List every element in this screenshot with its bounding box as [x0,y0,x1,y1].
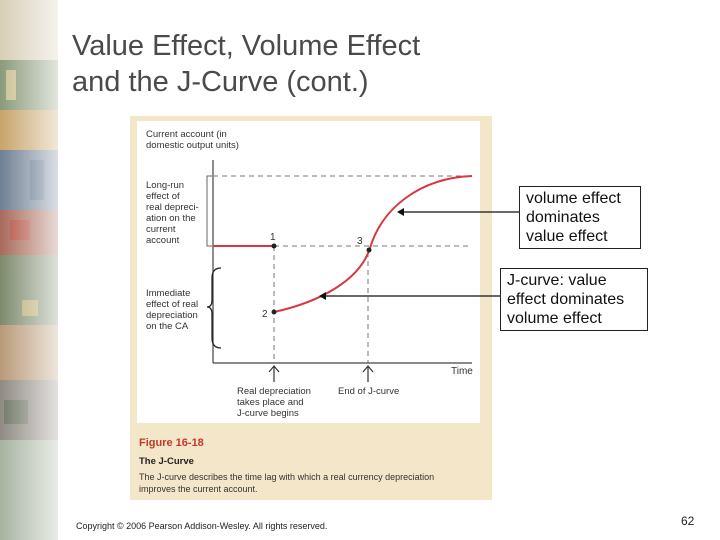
y-axis-label-line-1: Current account (in [146,129,227,140]
immediate-label-line-2: effect of real [146,299,198,310]
immediate-label-line-1: Immediate [146,288,190,299]
long-run-label-line-1: Long-run [146,180,184,191]
point-2 [271,309,277,315]
title-line-2: and the J-Curve (cont.) [72,66,369,98]
immediate-label-line-3: depreciation [146,310,198,321]
long-run-label-line-3: real depreci- [146,202,199,213]
immediate-label-line-4: on the CA [146,321,189,332]
end-of-jcurve-arrow [362,365,374,382]
point-2-label: 2 [262,309,268,320]
y-axis-label-line-2: domestic output units) [146,140,239,151]
real-depreciation-label-line-2: takes place and [237,397,304,408]
point-1-label: 1 [270,232,276,243]
jcurve-callout-line-1: J-curve: value [507,272,607,289]
figure-number: Figure 16-18 [139,437,204,449]
slide-title: Value Effect, Volume Effect and the J-Cu… [72,28,672,100]
caption-line-2: improves the current account. [139,484,258,494]
title-line-1: Value Effect, Volume Effect [72,30,421,62]
immediate-effect-bracket [206,267,222,349]
long-run-label-line-4: ation on the [146,213,196,224]
caption-line-1: The J-curve describes the time lag with … [139,472,434,482]
volume-callout-arrowhead [397,208,404,216]
real-depreciation-arrow [268,365,280,382]
page-number: 62 [681,514,695,528]
point-1 [271,243,277,249]
plot-area-background [137,121,480,423]
long-run-bracket [206,175,212,247]
end-of-jcurve-label: End of J-curve [338,386,399,397]
jcurve-callout: J-curve: value effect dominates volume e… [500,268,648,331]
real-depreciation-label-line-1: Real depreciation [237,386,311,397]
jcurve-callout-line-2: effect dominates [507,291,625,308]
point-3-label: 3 [357,236,363,247]
long-run-label-line-6: account [146,235,180,246]
volume-callout-line-2: dominates [526,209,600,226]
jcurve-callout-arrowhead [319,292,326,300]
point-3 [366,247,372,253]
jcurve-callout-line-3: volume effect [507,310,602,327]
j-curve-line [273,175,473,313]
volume-effect-callout: volume effect dominates value effect [519,186,641,249]
long-run-label-line-5: current [146,224,176,235]
decorative-photo-strip [0,0,58,540]
x-axis-label: Time [451,366,473,377]
volume-callout-line-1: volume effect [526,190,621,207]
long-run-label-line-2: effect of [146,191,180,202]
volume-callout-line-3: value effect [526,228,608,245]
copyright-notice: Copyright © 2006 Pearson Addison-Wesley.… [76,521,328,531]
real-depreciation-label-line-3: J-curve begins [237,408,299,419]
figure-title: The J-Curve [139,456,194,467]
